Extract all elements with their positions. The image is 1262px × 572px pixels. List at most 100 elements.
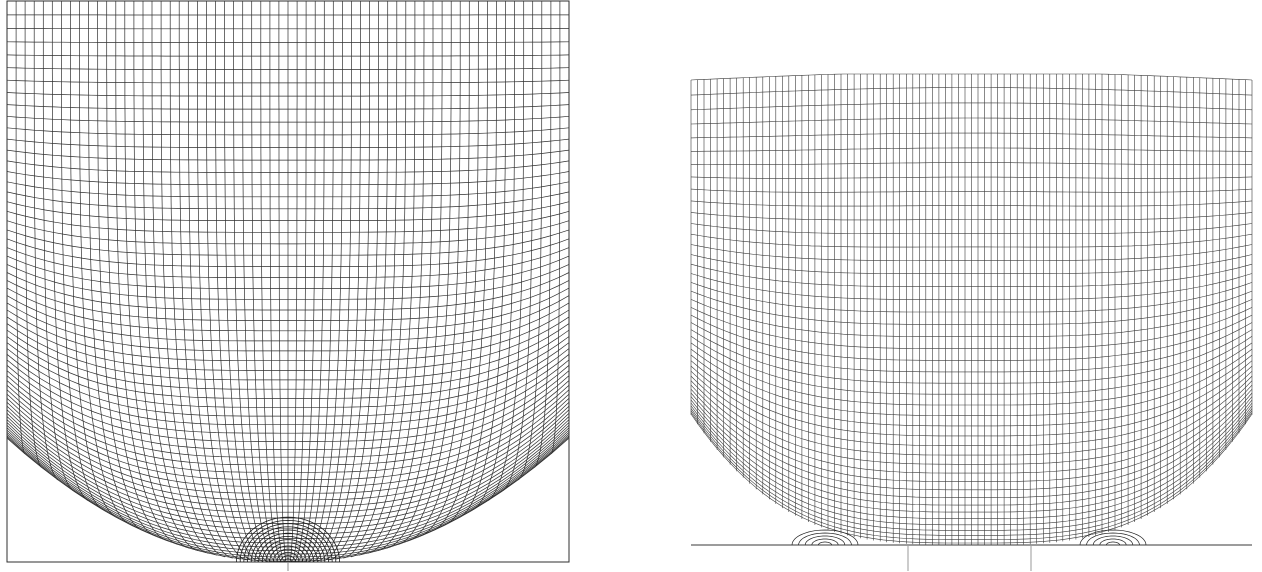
right-mesh-refinement-ring [792,530,858,545]
left-mesh-row-line [7,425,569,538]
left-mesh-row-line [7,116,569,122]
right-mesh-row-line [691,245,1252,261]
left-mesh-row-line [7,248,569,278]
left-mesh-row-line [7,280,569,320]
right-mesh-row-line [691,403,1252,519]
right-mesh-row-line [691,400,1252,512]
left-mesh-refinement-ring [284,559,291,562]
left-mesh-row-line [7,303,569,351]
left-mesh-row-line [7,161,569,173]
left-mesh-panel [7,1,569,571]
right-mesh-row-line [691,349,1252,416]
left-mesh-row-line [7,398,569,493]
right-mesh-row-line [691,330,1252,384]
left-mesh-refinement-ring [262,540,314,562]
left-mesh-column-line [313,1,361,562]
right-mesh-row-line [691,103,1252,110]
right-mesh-row-line [691,274,1252,300]
left-mesh-row-line [7,436,569,557]
right-mesh-row-line [691,385,1252,482]
left-mesh-refinement-ring [266,543,310,562]
left-mesh-row-line [7,105,569,110]
left-mesh-column-line [458,1,505,518]
left-mesh-row-line [7,423,569,534]
left-mesh-refinement-ring [251,530,325,562]
left-mesh-column-line [34,1,58,480]
left-mesh-refinement-ring [259,536,318,562]
right-mesh-row-line [691,355,1252,426]
left-mesh-column-line [292,1,306,562]
right-mesh-row-line [691,376,1252,464]
left-mesh-row-line [7,80,569,83]
left-mesh-row-line [7,360,569,433]
right-mesh-refinement-ring [1087,533,1140,545]
right-mesh-row-line [691,118,1252,124]
left-mesh-row-line [7,42,569,43]
left-mesh-row-line [7,324,569,380]
left-mesh-row-line [7,330,569,389]
left-mesh-refinement-ring [277,552,299,562]
left-mesh-refinement-ring [237,517,340,562]
right-mesh-row-line [691,393,1252,498]
left-mesh-row-line [7,390,569,480]
left-mesh-row-line [7,256,569,288]
left-mesh-grid [7,1,569,562]
right-mesh-refinement-ring [818,542,831,545]
right-mesh-refinement-ring [812,539,838,545]
right-mesh-row-line [691,411,1252,536]
right-mesh-row-line [691,397,1252,506]
left-mesh-row-line [7,128,569,135]
left-mesh-column-line [551,1,560,454]
left-mesh-row-line [7,172,569,185]
left-mesh-row-line [7,239,569,267]
right-mesh-row-line [691,343,1252,405]
left-mesh-refinement-ring [244,524,332,562]
left-mesh-row-line [7,317,569,371]
left-mesh-row-line [7,211,569,232]
left-mesh-refinement-ring [273,549,302,562]
right-mesh-refinement-ring [1093,536,1133,545]
left-mesh-column-line [270,1,284,562]
left-mesh-row-line [7,394,569,486]
right-mesh-row-line [691,389,1252,490]
left-mesh-row-line [7,202,569,221]
left-mesh-row-line [7,192,569,209]
left-mesh-column-line [16,1,25,454]
left-mesh-row-line [7,354,569,424]
right-mesh-row-line [691,323,1252,372]
left-mesh-row-line [7,150,569,160]
right-mesh-row-line [691,315,1252,360]
left-mesh-row-line [7,430,569,547]
right-mesh-row-line [691,408,1252,530]
left-mesh-row-line [7,381,569,465]
left-mesh-row-line [7,410,569,513]
left-mesh-row-line [7,296,569,341]
right-mesh-row-line [691,307,1252,348]
right-mesh-row-line [691,413,1252,540]
right-mesh-row-line [691,282,1252,312]
left-mesh-row-line [7,432,569,551]
left-mesh-refinement-ring [255,533,321,562]
right-mesh-row-line [691,299,1252,336]
right-mesh-row-line [691,264,1252,286]
right-mesh-refinement-ring [1100,539,1126,545]
right-mesh-refinement-ring [805,536,845,545]
left-mesh-row-line [7,420,569,529]
left-mesh-row-line [7,413,569,518]
left-mesh-refinement-ring [270,546,307,562]
left-mesh-row-line [7,365,569,441]
right-mesh-row-line [691,212,1252,220]
right-mesh-refinement-ring [1106,542,1119,545]
right-mesh-panel [691,74,1252,571]
left-mesh-row-line [7,182,569,197]
left-mesh-column-line [71,1,118,518]
right-mesh-row-line [691,414,1252,543]
right-mesh-row-line [691,361,1252,436]
left-mesh-column-line [216,1,264,562]
left-mesh-column-line [279,1,286,562]
right-mesh-row-line [691,366,1252,446]
left-mesh-row-line [7,406,569,506]
right-mesh-row-line [691,234,1252,247]
right-mesh-row-line [691,74,1252,80]
